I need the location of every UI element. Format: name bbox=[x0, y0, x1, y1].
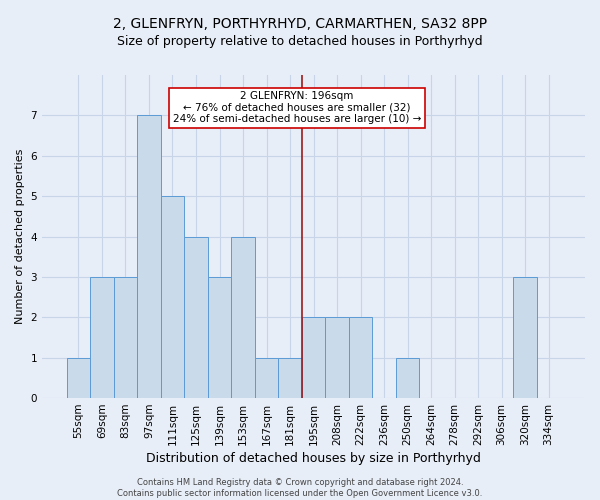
Bar bbox=[396, 358, 419, 398]
Bar bbox=[302, 318, 325, 398]
Bar bbox=[114, 277, 137, 398]
Y-axis label: Number of detached properties: Number of detached properties bbox=[15, 149, 25, 324]
Text: 2 GLENFRYN: 196sqm
← 76% of detached houses are smaller (32)
24% of semi-detache: 2 GLENFRYN: 196sqm ← 76% of detached hou… bbox=[173, 91, 421, 124]
Bar bbox=[184, 236, 208, 398]
Bar bbox=[67, 358, 90, 398]
Bar bbox=[208, 277, 231, 398]
Bar bbox=[349, 318, 372, 398]
Bar bbox=[231, 236, 255, 398]
Bar bbox=[278, 358, 302, 398]
X-axis label: Distribution of detached houses by size in Porthyrhyd: Distribution of detached houses by size … bbox=[146, 452, 481, 465]
Text: Size of property relative to detached houses in Porthyrhyd: Size of property relative to detached ho… bbox=[117, 35, 483, 48]
Bar bbox=[137, 116, 161, 398]
Bar bbox=[90, 277, 114, 398]
Bar bbox=[514, 277, 537, 398]
Text: 2, GLENFRYN, PORTHYRHYD, CARMARTHEN, SA32 8PP: 2, GLENFRYN, PORTHYRHYD, CARMARTHEN, SA3… bbox=[113, 18, 487, 32]
Text: Contains HM Land Registry data © Crown copyright and database right 2024.
Contai: Contains HM Land Registry data © Crown c… bbox=[118, 478, 482, 498]
Bar bbox=[161, 196, 184, 398]
Bar bbox=[255, 358, 278, 398]
Bar bbox=[325, 318, 349, 398]
